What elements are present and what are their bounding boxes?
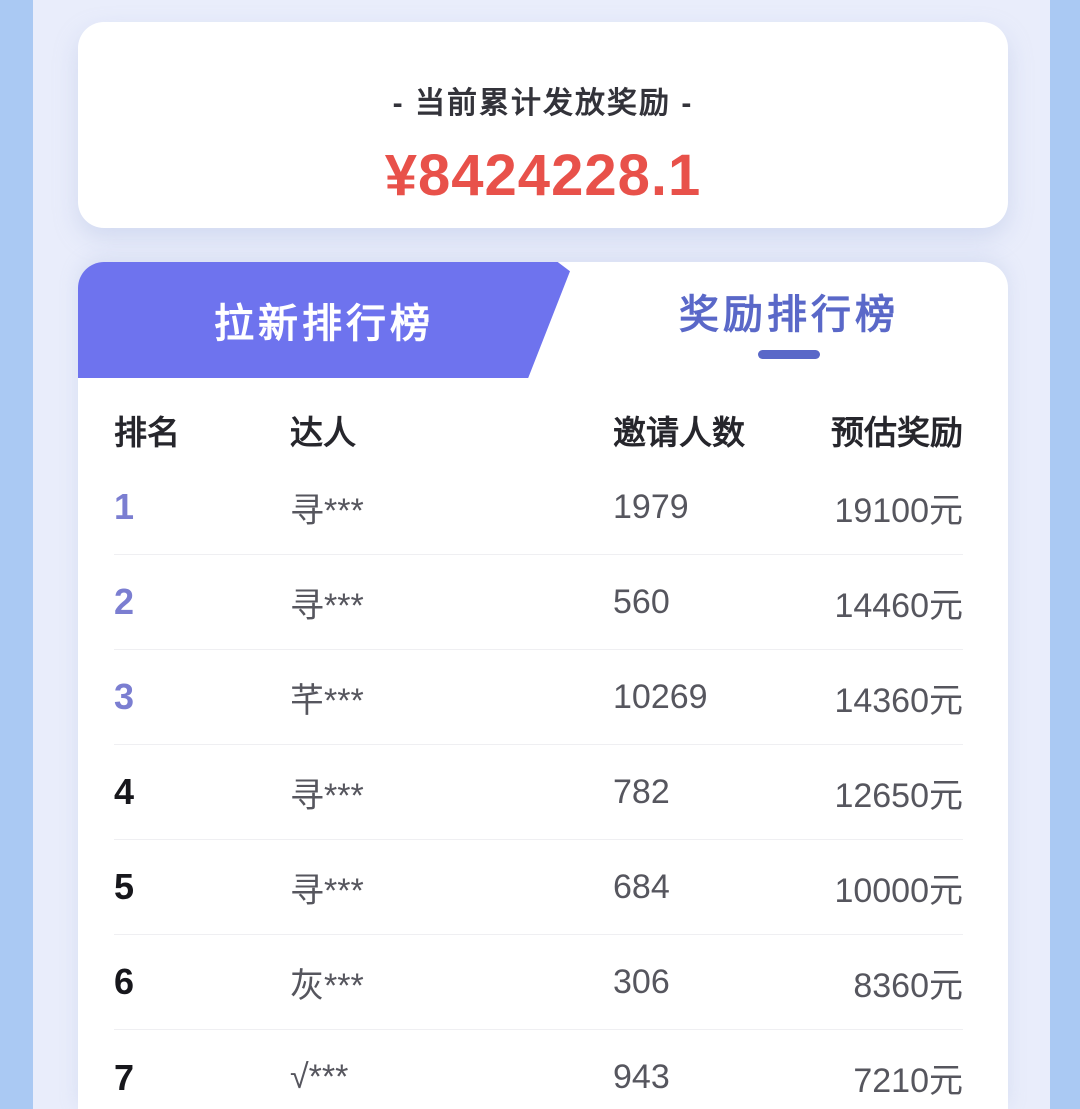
tab-reward-ranking-underline <box>758 349 820 359</box>
cell-rank: 1 <box>114 486 135 527</box>
cell-reward: 14460元 <box>834 586 963 625</box>
cell-reward: 19100元 <box>834 491 963 530</box>
cell-invites: 306 <box>613 962 670 1001</box>
cumulative-reward-card: - 当前累计发放奖励 - ¥8424228.1 <box>78 22 1008 228</box>
header-name: 达人 <box>290 414 356 451</box>
cell-rank: 3 <box>114 676 135 717</box>
cell-rank: 4 <box>114 771 135 812</box>
left-edge-strip <box>0 0 33 1109</box>
cell-reward: 7210元 <box>853 1062 963 1100</box>
header-rank: 排名 <box>114 414 180 451</box>
cell-rank: 6 <box>114 961 135 1002</box>
cell-name: 寻*** <box>290 776 364 815</box>
tab-new-user-ranking[interactable]: 拉新排行榜 <box>78 262 570 378</box>
cell-invites: 10269 <box>613 677 708 716</box>
table-row: 2 寻*** 560 14460元 <box>114 555 963 650</box>
cell-invites: 1979 <box>613 487 689 526</box>
cell-invites: 782 <box>613 772 670 811</box>
table-body: 1 寻*** 1979 19100元 2 寻*** 560 14460元 3 芊… <box>114 460 963 1109</box>
tab-new-user-ranking-label: 拉新排行榜 <box>214 302 434 346</box>
cell-name: 寻*** <box>290 491 364 530</box>
leaderboard-card: 拉新排行榜 奖励排行榜 排名 达人 邀请人数 预估奖励 1 寻*** 1979 … <box>78 262 1008 1109</box>
table-row: 4 寻*** 782 12650元 <box>114 745 963 840</box>
cell-name: 寻*** <box>290 586 364 625</box>
cell-name: √*** <box>290 1058 349 1096</box>
table-row: 6 灰*** 306 8360元 <box>114 935 963 1030</box>
leaderboard-tab-bar: 拉新排行榜 奖励排行榜 <box>78 262 1008 378</box>
cell-reward: 14360元 <box>834 681 963 720</box>
tab-reward-ranking-label: 奖励排行榜 <box>679 292 899 337</box>
cumulative-reward-title: - 当前累计发放奖励 - <box>392 87 694 120</box>
table-row: 7 √*** 943 7210元 <box>114 1030 963 1109</box>
table-row: 3 芊*** 10269 14360元 <box>114 650 963 745</box>
cell-invites: 943 <box>613 1058 670 1096</box>
cell-reward: 12650元 <box>834 776 963 815</box>
cell-invites: 560 <box>613 582 670 621</box>
table-row: 1 寻*** 1979 19100元 <box>114 460 963 555</box>
cell-name: 寻*** <box>290 871 364 910</box>
cumulative-reward-amount: ¥8424228.1 <box>384 143 702 208</box>
cell-reward: 8360元 <box>853 966 963 1005</box>
table-row: 5 寻*** 684 10000元 <box>114 840 963 935</box>
cell-rank: 5 <box>114 866 135 907</box>
table-header-row: 排名 达人 邀请人数 预估奖励 <box>114 400 963 460</box>
tab-reward-ranking[interactable]: 奖励排行榜 <box>570 262 1008 378</box>
cell-rank: 7 <box>114 1056 135 1098</box>
cell-reward: 10000元 <box>834 871 963 910</box>
header-invites: 邀请人数 <box>613 414 745 451</box>
cell-name: 灰*** <box>290 966 364 1005</box>
ranking-table: 排名 达人 邀请人数 预估奖励 1 寻*** 1979 19100元 2 寻**… <box>78 400 1008 1109</box>
right-edge-strip <box>1050 0 1080 1109</box>
cell-name: 芊*** <box>290 681 364 720</box>
cell-rank: 2 <box>114 581 135 622</box>
header-reward: 预估奖励 <box>831 414 963 451</box>
cell-invites: 684 <box>613 867 670 906</box>
